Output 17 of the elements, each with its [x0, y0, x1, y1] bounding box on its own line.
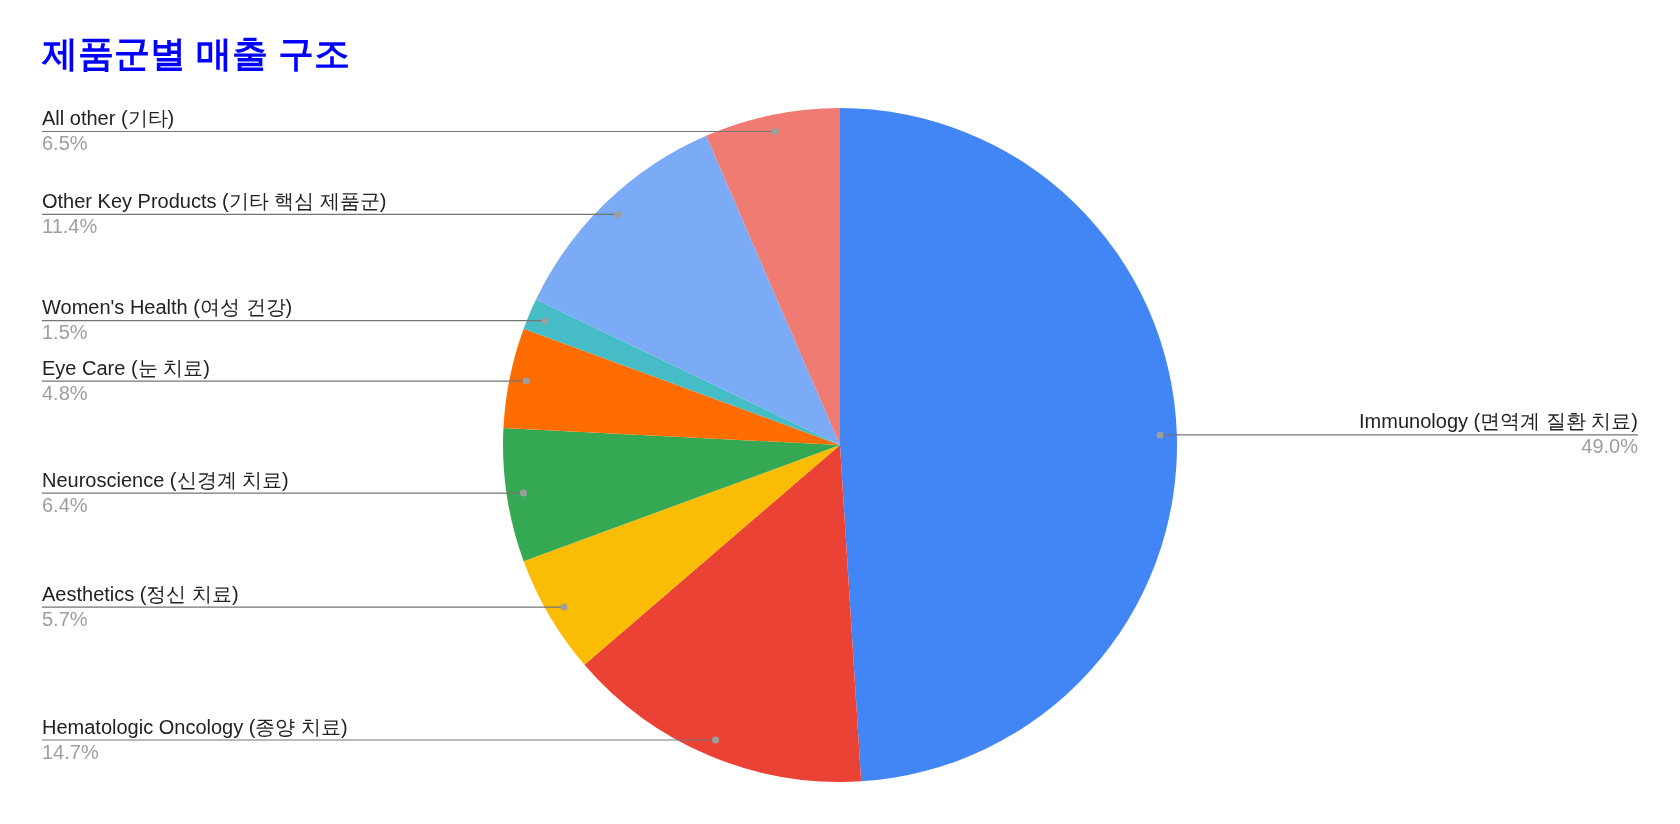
data-label: 6.5%	[42, 132, 88, 155]
slice-label: Women's Health (여성 건강)	[42, 296, 293, 319]
slice-label: Eye Care (눈 치료)	[42, 356, 210, 379]
slice-label: All other (기타)	[42, 107, 175, 130]
slice-label: Aesthetics (정신 치료)	[42, 582, 239, 605]
data-label: 11.4%	[42, 214, 98, 237]
data-label: 4.8%	[42, 381, 88, 404]
slice-label: Immunology (면역계 질환 치료)	[1359, 410, 1638, 433]
data-label: 14.7%	[42, 740, 99, 763]
data-label: 5.7%	[42, 607, 88, 630]
data-label: 6.4%	[42, 493, 88, 516]
slice-label: Other Key Products (기타 핵심 제품군)	[42, 189, 387, 212]
slice-label: Neuroscience (신경계 치료)	[42, 468, 289, 491]
data-label: 1.5%	[42, 321, 88, 344]
data-label: 49.0%	[1581, 435, 1639, 458]
slice-label: Hematologic Oncology (종양 치료)	[42, 715, 348, 738]
chart-title: 제품군별 매출 구조	[42, 32, 351, 76]
